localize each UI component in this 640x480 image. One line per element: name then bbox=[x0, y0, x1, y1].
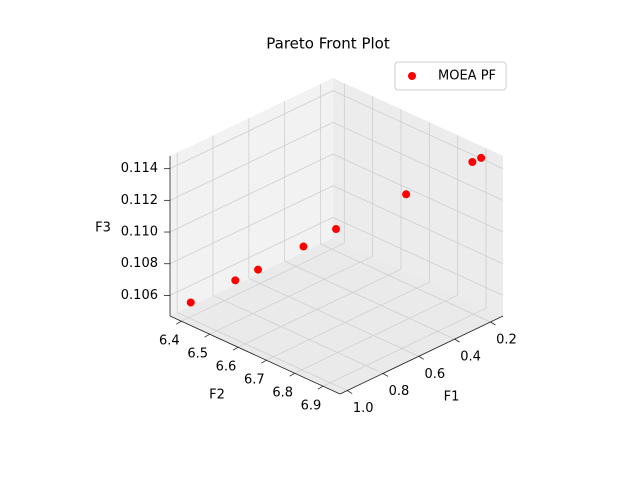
grid-line bbox=[169, 90, 334, 170]
tick-label: 0.8 bbox=[389, 384, 410, 399]
grid-line bbox=[181, 242, 345, 322]
point bbox=[468, 157, 477, 166]
pane-left bbox=[170, 78, 333, 316]
point bbox=[299, 242, 308, 251]
tick-label: 6.6 bbox=[216, 360, 237, 375]
tick-label: 0.112 bbox=[121, 193, 158, 208]
grid-line bbox=[332, 217, 504, 296]
tick-mark bbox=[346, 390, 353, 394]
tick-label: 0.2 bbox=[496, 333, 517, 348]
tick-mark bbox=[418, 355, 425, 360]
tick-label: 1.0 bbox=[353, 401, 374, 416]
tick-mark bbox=[317, 385, 324, 390]
grid-line bbox=[320, 243, 491, 323]
tick-label: 6.5 bbox=[187, 347, 208, 362]
tick-label: 6.9 bbox=[301, 399, 322, 414]
x-axis-line bbox=[339, 315, 504, 395]
grid-line bbox=[284, 260, 455, 340]
tick-mark bbox=[261, 359, 267, 364]
tick-label: 0.108 bbox=[121, 256, 158, 271]
tick-mark bbox=[232, 346, 239, 351]
tick-label: 6.4 bbox=[159, 334, 180, 349]
z-axis-label: F3 bbox=[95, 221, 111, 236]
point bbox=[402, 190, 411, 199]
tick-mark bbox=[382, 373, 389, 377]
pane-right bbox=[333, 78, 503, 316]
pane-floor bbox=[170, 238, 503, 394]
y-axis-label: F2 bbox=[209, 388, 225, 403]
grid-line bbox=[322, 307, 487, 387]
grid-line bbox=[212, 295, 384, 374]
point bbox=[231, 276, 240, 285]
tick-label: 0.4 bbox=[460, 350, 481, 365]
grid-line bbox=[332, 153, 504, 233]
tick-mark bbox=[490, 321, 496, 326]
tick-mark bbox=[204, 333, 210, 338]
tick-label: 0.106 bbox=[121, 288, 158, 303]
point bbox=[332, 225, 341, 234]
grid-line bbox=[209, 255, 373, 335]
point bbox=[186, 298, 195, 307]
point bbox=[254, 265, 263, 274]
grid-line bbox=[176, 312, 348, 391]
legend-label: MOEA PF bbox=[438, 69, 496, 84]
grid-line bbox=[169, 121, 334, 201]
tick-label: 6.8 bbox=[272, 386, 293, 401]
legend-box bbox=[394, 61, 507, 91]
tick-label: 0.6 bbox=[424, 367, 445, 382]
tick-mark bbox=[454, 338, 460, 343]
grid-line bbox=[266, 281, 430, 361]
chart-title: Pareto Front Plot bbox=[266, 35, 390, 53]
grid-line bbox=[332, 90, 504, 170]
tick-mark bbox=[176, 320, 182, 325]
grid-line bbox=[169, 217, 334, 296]
tick-label: 6.7 bbox=[244, 373, 265, 388]
grid-line bbox=[169, 153, 334, 233]
y-axis-line bbox=[169, 315, 341, 395]
tick-label: 0.114 bbox=[121, 161, 158, 176]
tick-label: 0.110 bbox=[121, 225, 158, 240]
grid-line bbox=[237, 268, 402, 348]
tick-mark bbox=[289, 372, 295, 377]
grid-line bbox=[332, 185, 504, 265]
grid-line bbox=[169, 185, 334, 265]
grid-line bbox=[248, 277, 419, 357]
legend-marker bbox=[408, 72, 416, 80]
point bbox=[477, 153, 486, 162]
x-axis-label: F1 bbox=[444, 390, 460, 405]
grid-line bbox=[294, 294, 458, 374]
grid-line bbox=[332, 121, 504, 201]
